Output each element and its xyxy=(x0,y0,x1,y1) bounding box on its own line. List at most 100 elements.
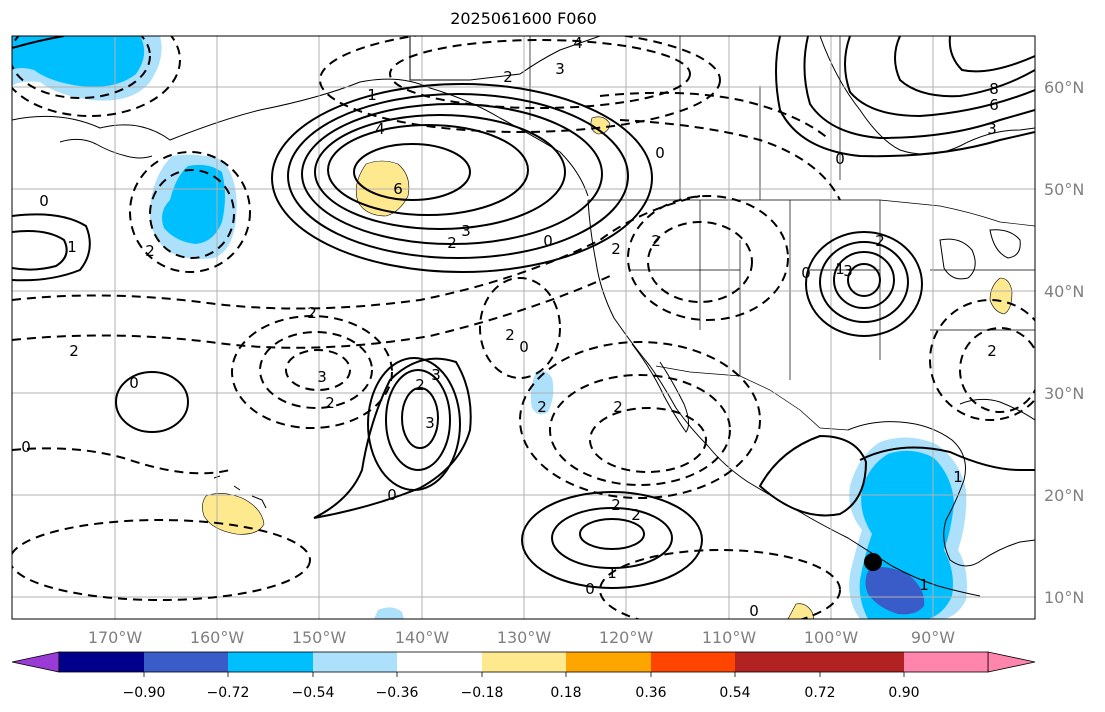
colorbar-tick-label: −0.90 xyxy=(123,685,166,701)
contour-neg-gulf-1 xyxy=(129,151,251,273)
contour-label: 2 xyxy=(307,304,317,322)
contour-alaska-2 xyxy=(287,93,629,259)
contour-label: 0 xyxy=(749,602,759,620)
contour-label: 2 xyxy=(325,394,335,412)
colorbar-tick-label: 0.72 xyxy=(804,685,835,701)
colorbar-segment xyxy=(313,652,397,672)
graticule xyxy=(12,36,1035,619)
contour-label: 3 xyxy=(425,414,435,432)
colorbar-extend-low xyxy=(11,651,60,673)
lon-label: 120°W xyxy=(599,628,654,647)
contour-neg-band-5 xyxy=(599,91,831,141)
contour-neg-band-1 xyxy=(12,195,701,310)
contour-alaska-5 xyxy=(327,124,529,216)
coast-great-lakes xyxy=(939,229,1021,280)
contour-label: 2 xyxy=(651,232,661,250)
contour-gulf-1 xyxy=(859,446,1035,471)
contour-label: 3 xyxy=(987,120,997,138)
contour-label: 0 xyxy=(39,192,49,210)
contour-neg-c-3 xyxy=(589,407,707,473)
contour-neg-c-1 xyxy=(519,341,761,499)
border-provinces xyxy=(679,36,841,200)
contour-neg-band-4 xyxy=(619,119,841,201)
fill-negative-mexico-dark xyxy=(865,567,925,615)
colorbar-tick-label: 0.36 xyxy=(635,685,666,701)
colorbar-tick-label: −0.72 xyxy=(207,685,250,701)
contour-label: 4 xyxy=(573,34,583,52)
contour-alaska-3 xyxy=(301,103,603,245)
contour-neg-ak-2 xyxy=(389,39,691,109)
contour-plains-4 xyxy=(847,263,881,297)
contour-label: 2 xyxy=(611,496,621,514)
contour-neg-nw-1 xyxy=(12,36,181,117)
contour-ne-pac-3 xyxy=(401,387,439,449)
coast-aleutians xyxy=(59,138,153,159)
contour-label: 2 xyxy=(447,234,457,252)
lon-label: 140°W xyxy=(395,628,450,647)
contour-west-1 xyxy=(12,213,91,282)
contour-subtrop-3 xyxy=(579,518,645,550)
contour-neg-ak-1 xyxy=(319,36,721,133)
lat-label: 30°N xyxy=(1044,384,1084,403)
contour-label: 2 xyxy=(875,232,885,250)
contour-neg-band-2 xyxy=(12,275,611,349)
chart-title: 2025061600 F060 xyxy=(450,9,597,28)
contour-ne-5 xyxy=(948,36,1035,73)
lat-label: 60°N xyxy=(1044,78,1084,97)
contour-label: 2 xyxy=(145,242,155,260)
coastlines xyxy=(12,36,1035,597)
lon-label: 160°W xyxy=(190,628,245,647)
colorbar-segment xyxy=(820,652,904,672)
coast-baja xyxy=(631,343,690,433)
contour-subtrop-1 xyxy=(521,491,703,589)
contour-label: 2 xyxy=(631,506,641,524)
contour-west-2 xyxy=(12,230,68,271)
contour-ne-2 xyxy=(803,36,1035,140)
colorbar-segment xyxy=(904,652,988,672)
contour-labels: 4 3 2 1 6 4 3 2 0 2 2 0 3 2 1 2 2 3 2 0 … xyxy=(21,34,999,620)
storm-marker xyxy=(864,553,882,571)
colorbar-segment xyxy=(482,652,566,672)
contour-ne-1 xyxy=(775,36,1035,158)
fill-negative-gulf-mid xyxy=(162,164,225,244)
lat-label: 50°N xyxy=(1044,180,1084,199)
contour-plains-2 xyxy=(819,241,909,323)
contour-label: 3 xyxy=(461,222,471,240)
coast-gulf xyxy=(847,421,1035,567)
coast-alaska-north xyxy=(409,36,601,81)
contour-label: 2 xyxy=(537,398,547,416)
contour-neg-sw-2 xyxy=(259,331,373,409)
map-frame xyxy=(11,35,1036,620)
contour-label: 3 xyxy=(317,368,327,386)
contour-alaska-6 xyxy=(353,143,471,201)
lat-label: 40°N xyxy=(1044,282,1084,301)
contour-label: 6 xyxy=(393,180,403,198)
positive-contours xyxy=(12,36,1035,589)
coast-west-us xyxy=(587,199,981,597)
contour-ne-3 xyxy=(844,36,1035,118)
contour-label: 2 xyxy=(415,376,425,394)
contour-neg-trop-1 xyxy=(12,519,311,601)
colorbar-ticks xyxy=(143,672,905,677)
longitude-labels: 170°W 160°W 150°W 140°W 130°W 120°W 110°… xyxy=(88,628,955,647)
contour-label: 0 xyxy=(655,144,665,162)
contour-label: 3 xyxy=(555,60,565,78)
colorbar-tick-label: 0.18 xyxy=(550,685,581,701)
contour-label: 1 xyxy=(607,564,617,582)
contour-label: 0 xyxy=(519,338,529,356)
contour-label: 0 xyxy=(835,150,845,168)
lon-label: 150°W xyxy=(292,628,347,647)
contour-neg-c-2 xyxy=(549,374,731,486)
contour-ne-pac-0 xyxy=(313,357,472,519)
contour-label: 0 xyxy=(21,438,31,456)
colorbar-extend-high xyxy=(987,651,1036,673)
contour-ne-4 xyxy=(894,36,1035,98)
latitude-labels: 60°N 50°N 40°N 30°N 20°N 10°N xyxy=(1044,78,1084,607)
political-borders xyxy=(529,36,1035,431)
contour-label: 1 xyxy=(67,238,77,256)
lon-label: 130°W xyxy=(497,628,552,647)
colorbar: −0.90 −0.72 −0.54 −0.36 −0.18 0.18 0.36 … xyxy=(11,651,1036,701)
contour-label: 2 xyxy=(503,68,513,86)
colorbar-segment xyxy=(735,652,820,672)
